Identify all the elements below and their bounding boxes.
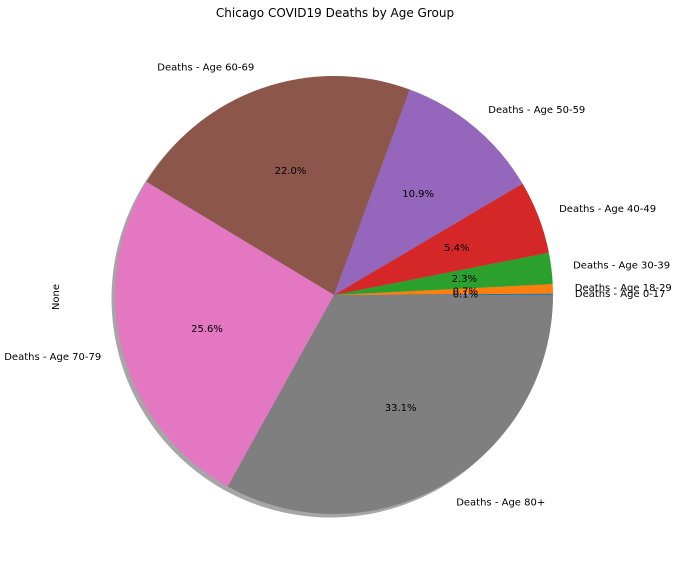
pie-pct-label-deaths-age-18-29: 0.7% — [453, 286, 478, 297]
pie-slice-deaths-age-30-39 — [334, 252, 553, 295]
pie-labels: 0.1% Deaths - Age 0-17 0.7% Deaths - Age 18… — [4, 63, 672, 509]
pie-slice-deaths-age-60-69 — [146, 76, 410, 295]
pie-slice-deaths-age-80 — [227, 295, 553, 515]
pie-pct-label-deaths-age-60-69: 22.0% — [275, 166, 307, 177]
pie-category-label-deaths-age-40-49: Deaths - Age 40-49 — [559, 204, 656, 215]
pie-slices — [115, 76, 554, 515]
pie-category-label-deaths-age-70-79: Deaths - Age 70-79 — [4, 352, 101, 363]
pie-category-label-deaths-age-80: Deaths - Age 80+ — [456, 498, 545, 509]
pie-slice-deaths-age-0-17 — [334, 293, 554, 295]
pie-pct-label-deaths-age-80: 33.1% — [385, 403, 417, 414]
chart-title: Chicago COVID19 Deaths by Age Group — [216, 6, 454, 20]
pie-category-label-deaths-age-60-69: Deaths - Age 60-69 — [157, 63, 254, 74]
pie-category-label-deaths-age-18-29: Deaths - Age 18-29 — [575, 283, 672, 294]
y-axis-label: None — [51, 284, 62, 310]
pie-slice-deaths-age-40-49 — [334, 183, 549, 295]
pie-pct-label-deaths-age-50-59: 10.9% — [402, 189, 434, 200]
pie-pct-label-deaths-age-0-17: 0.1% — [453, 290, 478, 301]
pie-pct-label-deaths-age-30-39: 2.3% — [452, 274, 477, 285]
pie-category-label-deaths-age-50-59: Deaths - Age 50-59 — [488, 105, 585, 116]
pie-category-label-deaths-age-0-17: Deaths - Age 0-17 — [575, 289, 666, 300]
pie-pct-label-deaths-age-40-49: 5.4% — [444, 243, 469, 254]
pie-slice-deaths-age-18-29 — [334, 284, 553, 295]
pie-slice-deaths-age-50-59 — [334, 89, 523, 295]
pie-slice-deaths-age-70-79 — [115, 181, 334, 487]
pie-category-label-deaths-age-30-39: Deaths - Age 30-39 — [573, 261, 670, 272]
pie-pct-label-deaths-age-70-79: 25.6% — [191, 324, 223, 335]
